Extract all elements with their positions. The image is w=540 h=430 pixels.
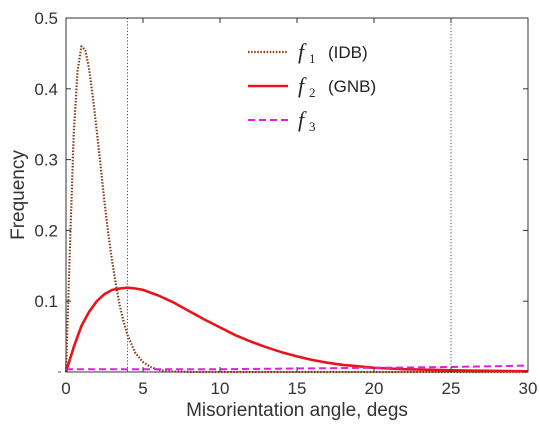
plot-area [65,17,529,373]
x-tick-label: 5 [138,379,147,398]
x-tick-label: 0 [61,379,70,398]
legend-subscript: 1 [309,51,316,66]
x-axis: 0 5 10 15 20 25 30 [61,18,537,398]
y-axis: 0.1 0.2 0.3 0.4 0.5 [34,9,528,373]
legend-subscript: 3 [309,119,316,134]
legend-label: (IDB) [328,43,368,62]
legend-symbol: f [298,73,307,98]
y-tick-label: 0.3 [34,151,58,170]
x-axis-title: Misorientation angle, degs [186,400,408,421]
legend-item-f2: f 2 (GNB) [248,73,376,100]
y-tick-label: 0.2 [34,221,58,240]
x-tick-label: 10 [211,379,230,398]
x-tick-label: 20 [365,379,384,398]
reference-lines [127,18,452,372]
x-tick-label: 15 [288,379,307,398]
legend-symbol: f [298,107,307,132]
x-tick-label: 25 [442,379,461,398]
y-tick-label: 0.5 [34,9,58,28]
legend-label: (GNB) [328,77,376,96]
y-tick-label: 0.4 [34,80,58,99]
y-axis-title: Frequency [8,150,29,240]
legend-symbol: f [298,39,307,64]
legend: f 1 (IDB)f 2 (GNB)f 3 [248,39,376,134]
legend-subscript: 2 [309,85,316,100]
x-tick-label: 30 [519,379,538,398]
legend-item-f1: f 1 (IDB) [248,39,368,66]
y-tick-label: 0.1 [34,292,58,311]
